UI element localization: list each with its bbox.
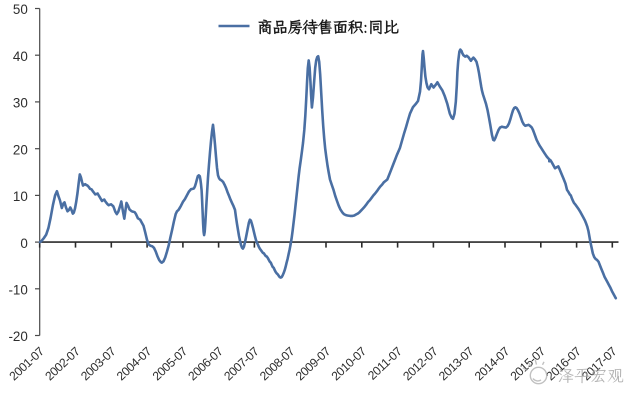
svg-text:-10: -10 [8,283,27,298]
svg-text:20: 20 [13,142,28,157]
svg-text:30: 30 [13,96,28,111]
svg-text:0: 0 [20,236,27,251]
svg-text:50: 50 [13,2,28,17]
svg-text:40: 40 [13,49,28,64]
svg-text:-20: -20 [8,329,27,344]
svg-text:10: 10 [13,189,28,204]
